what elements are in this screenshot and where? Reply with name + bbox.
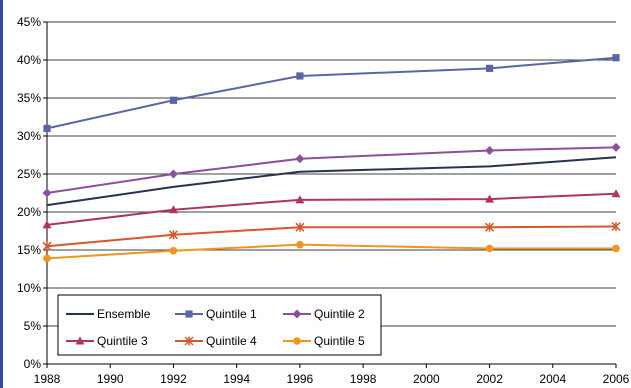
data-point: [296, 72, 304, 80]
data-point: [292, 309, 302, 319]
data-point: [43, 124, 51, 132]
series-line: [46, 56, 617, 130]
y-tick-label: 0%: [24, 357, 42, 371]
data-point: [485, 222, 495, 232]
legend-item: Quintile 2: [283, 307, 365, 321]
x-tick-label: 1988: [34, 372, 61, 386]
x-tick-label: 1992: [160, 372, 187, 386]
data-point: [75, 336, 85, 345]
frame-edge: [0, 0, 3, 388]
series-quintile-3: [42, 189, 621, 229]
y-tick-label: 15%: [17, 243, 41, 257]
legend-label: Quintile 1: [206, 307, 257, 321]
data-point: [295, 154, 305, 164]
y-tick-label: 35%: [17, 91, 41, 105]
data-point: [296, 240, 304, 249]
legend-label: Quintile 4: [206, 334, 257, 348]
series-quintile-5: [43, 240, 620, 263]
legend-label: Quintile 3: [97, 334, 148, 348]
x-tick-label: 2002: [476, 372, 503, 386]
data-point: [485, 194, 495, 203]
data-point: [169, 246, 178, 255]
y-axis-ticks: 0% 5% 10% 15% 20% 25% 30% 35% 40% 45%: [17, 15, 47, 371]
data-point: [611, 221, 621, 231]
y-tick-label: 30%: [17, 129, 41, 143]
legend-label: Quintile 5: [314, 334, 365, 348]
legend-item: Quintile 4: [175, 334, 257, 348]
x-tick-label: 2000: [413, 372, 440, 386]
data-point: [42, 188, 52, 198]
x-tick-label: 1996: [287, 372, 314, 386]
data-point: [168, 230, 178, 240]
data-point: [42, 220, 52, 229]
series-line: [46, 192, 617, 226]
legend-item: Quintile 1: [175, 307, 257, 321]
data-point: [611, 189, 621, 198]
data-point: [485, 145, 495, 155]
data-point: [185, 310, 193, 318]
legend: Ensemble Quintile 1 Quintile 2 Quintile 3 Qu…: [57, 294, 382, 356]
x-tick-label: 1998: [350, 372, 377, 386]
y-tick-label: 10%: [17, 281, 41, 295]
y-tick-label: 40%: [17, 53, 41, 67]
data-point: [295, 195, 305, 204]
x-tick-label: 1994: [223, 372, 250, 386]
series-quintile-1: [43, 54, 620, 132]
legend-item: Quintile 3: [66, 334, 148, 348]
data-point: [168, 205, 178, 214]
y-tick-label: 5%: [24, 319, 42, 333]
data-point: [43, 254, 51, 263]
data-point: [485, 64, 494, 72]
data-point: [485, 244, 494, 253]
legend-box: [57, 294, 382, 356]
data-point: [612, 244, 620, 253]
data-point: [611, 142, 621, 152]
series-ensemble: [46, 156, 617, 207]
series-quintile-2: [42, 142, 621, 198]
gridlines: [47, 21, 616, 327]
series-line: [46, 225, 617, 248]
series-group: [42, 54, 621, 263]
data-point: [168, 169, 178, 179]
x-tick-label: 2006: [603, 372, 630, 386]
legend-label: Quintile 2: [314, 307, 365, 321]
legend-item: Ensemble: [66, 307, 151, 321]
data-point: [42, 241, 52, 251]
series-line: [46, 243, 616, 260]
y-tick-label: 25%: [17, 167, 41, 181]
data-point: [612, 54, 620, 62]
legend-item: Quintile 5: [283, 334, 365, 348]
x-axis-ticks: 1988 1990 1992 1994 1996 1998 2000 2002 2004 2006: [34, 364, 630, 386]
x-tick-label: 2004: [539, 372, 566, 386]
y-tick-label: 45%: [17, 15, 41, 29]
series-quintile-4: [42, 221, 621, 251]
data-point: [293, 337, 301, 345]
series-line: [46, 156, 617, 207]
x-tick-label: 1990: [97, 372, 124, 386]
data-point: [184, 336, 194, 346]
data-point: [169, 96, 178, 104]
data-point: [295, 222, 305, 232]
y-tick-label: 20%: [17, 205, 41, 219]
legend-label: Ensemble: [97, 307, 151, 321]
